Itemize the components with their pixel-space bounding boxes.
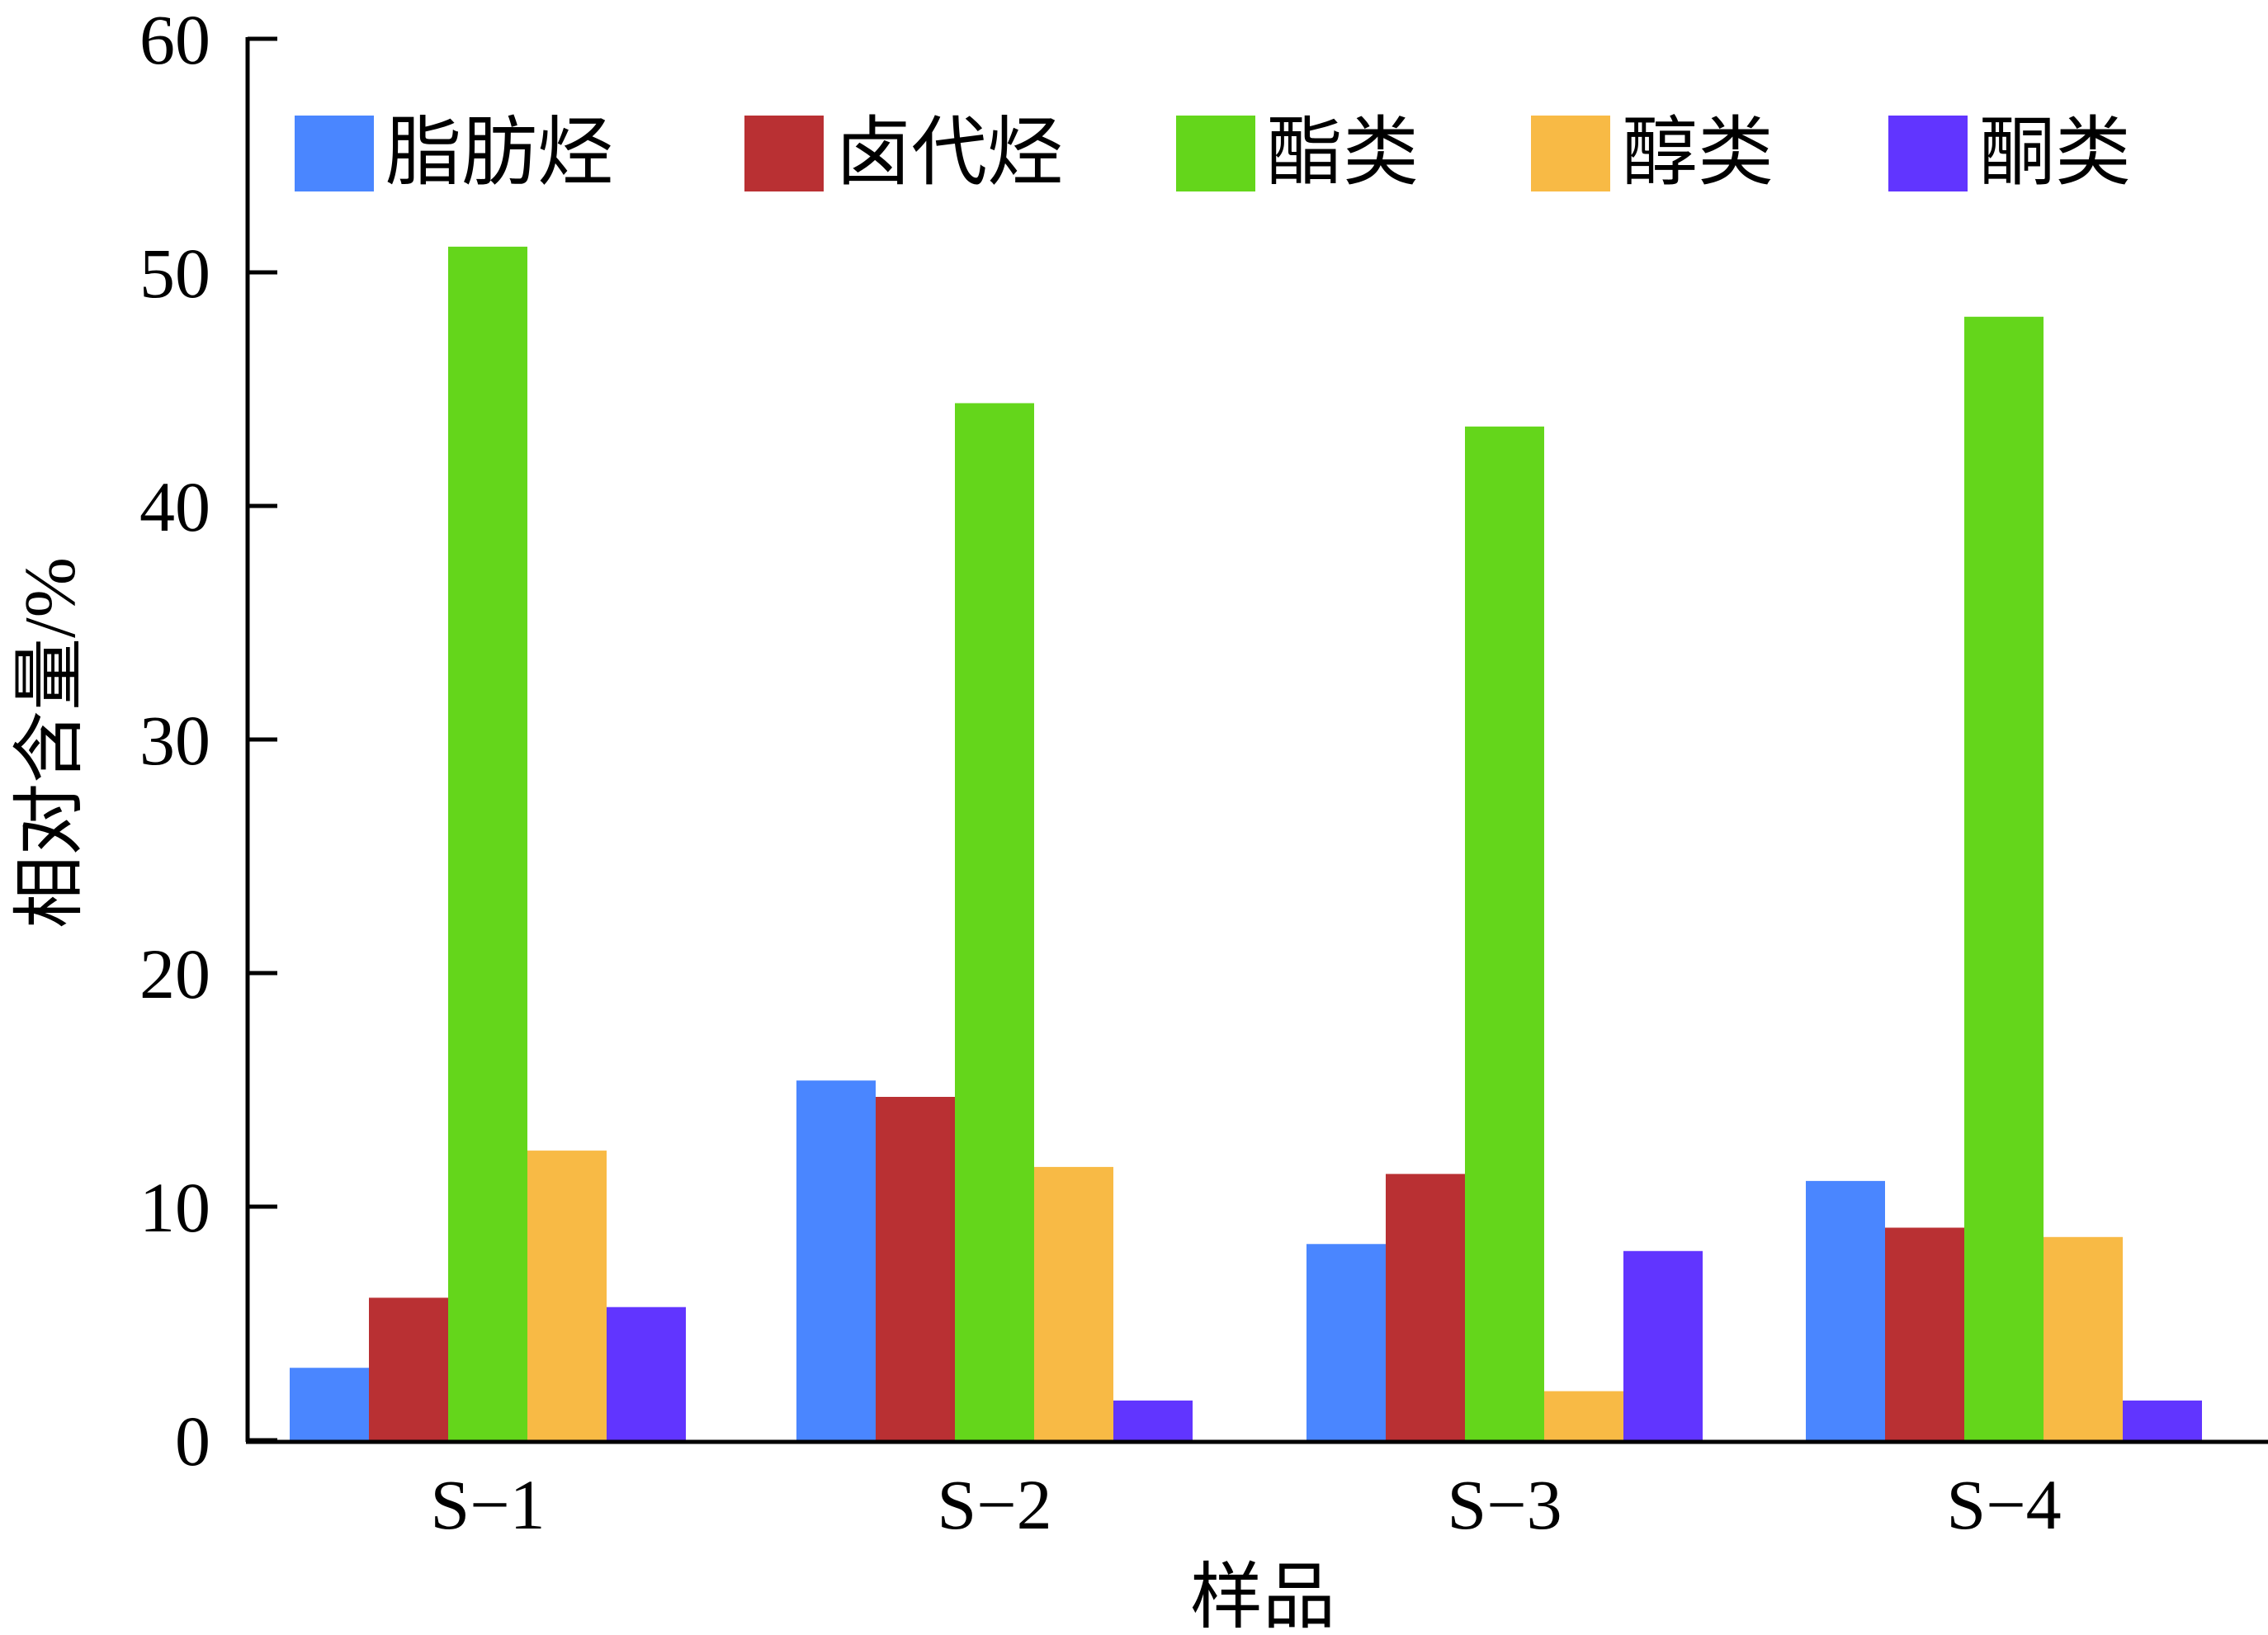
bar-3-series-1	[1306, 1244, 1386, 1440]
legend-label-3: 酯类	[1267, 111, 1419, 195]
y-tick-label: 30	[139, 701, 210, 780]
bar-1-series-1	[290, 1368, 369, 1440]
bar-4-series-2	[1885, 1227, 1964, 1440]
legend-swatch-2	[744, 116, 824, 191]
legend-swatch-3	[1176, 116, 1255, 191]
x-ticks-group: S−1 S−2 S−3 S−4	[430, 1465, 2061, 1544]
bar-4-series-3	[1964, 316, 2044, 1440]
x-tick-label: S−1	[430, 1465, 545, 1544]
legend: 脂肪烃 卤代烃 酯类 醇类 酮类	[295, 111, 2131, 195]
bar-2-series-3	[955, 403, 1034, 1441]
bar-1-series-2	[369, 1297, 448, 1440]
y-tick-label: 0	[175, 1401, 210, 1481]
y-axis-title: 相对含量/%	[11, 557, 91, 929]
bar-2-series-5	[1113, 1400, 1193, 1440]
x-tick-label: S−2	[937, 1465, 1051, 1544]
x-tick-label: S−4	[1946, 1465, 2061, 1544]
bar-4-series-5	[2123, 1400, 2202, 1440]
legend-swatch-5	[1888, 116, 1968, 191]
bar-3-series-5	[1623, 1250, 1703, 1440]
y-tick-label: 60	[139, 0, 210, 79]
x-tick-label: S−3	[1447, 1465, 1562, 1544]
bars-group	[290, 246, 2202, 1441]
bar-1-series-5	[607, 1307, 686, 1440]
legend-label-2: 卤代烃	[835, 111, 1063, 195]
y-tick-label: 10	[139, 1168, 210, 1247]
legend-label-1: 脂肪烃	[385, 111, 613, 195]
bar-4-series-4	[2044, 1236, 2123, 1440]
bar-2-series-2	[876, 1096, 955, 1440]
y-ticks-group: 0 10 20 30 40 50 60	[139, 0, 277, 1481]
bar-1-series-3	[448, 246, 527, 1440]
x-axis-title: 样品	[1190, 1558, 1335, 1635]
bar-4-series-1	[1806, 1180, 1885, 1440]
legend-swatch-4	[1531, 116, 1610, 191]
y-tick-label: 20	[139, 934, 210, 1014]
y-tick-label: 50	[139, 234, 210, 313]
bar-2-series-1	[796, 1080, 876, 1440]
legend-label-5: 酮类	[1979, 111, 2131, 195]
bar-3-series-4	[1544, 1391, 1623, 1440]
y-tick-label: 40	[139, 467, 210, 546]
bar-3-series-2	[1386, 1174, 1465, 1440]
bar-1-series-4	[527, 1151, 607, 1440]
legend-swatch-1	[295, 116, 374, 191]
bar-2-series-4	[1034, 1166, 1113, 1440]
legend-label-4: 醇类	[1622, 111, 1774, 195]
bar-3-series-3	[1465, 426, 1544, 1440]
